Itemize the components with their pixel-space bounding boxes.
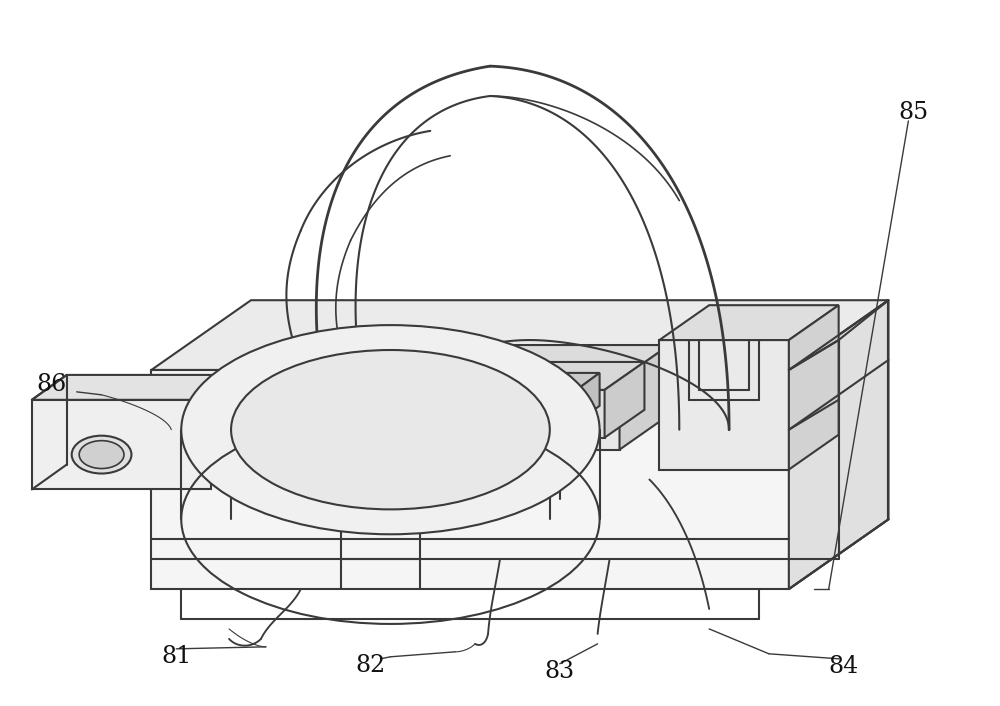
Text: 82: 82 bbox=[355, 654, 386, 677]
Polygon shape bbox=[570, 373, 600, 428]
Polygon shape bbox=[430, 345, 669, 380]
Polygon shape bbox=[605, 362, 644, 438]
Text: 83: 83 bbox=[545, 660, 575, 683]
Ellipse shape bbox=[231, 350, 550, 510]
Text: 85: 85 bbox=[898, 102, 928, 124]
Ellipse shape bbox=[181, 325, 600, 534]
Text: 81: 81 bbox=[161, 645, 191, 669]
Text: 86: 86 bbox=[37, 373, 67, 396]
Polygon shape bbox=[151, 300, 888, 370]
Polygon shape bbox=[430, 380, 620, 450]
Polygon shape bbox=[151, 370, 789, 589]
Text: 84: 84 bbox=[829, 655, 859, 678]
Polygon shape bbox=[789, 305, 839, 469]
Polygon shape bbox=[620, 345, 669, 450]
Polygon shape bbox=[659, 340, 789, 469]
Polygon shape bbox=[32, 375, 246, 400]
Ellipse shape bbox=[72, 436, 131, 474]
Polygon shape bbox=[455, 362, 644, 390]
Polygon shape bbox=[455, 390, 605, 438]
Polygon shape bbox=[32, 400, 211, 489]
Polygon shape bbox=[475, 395, 570, 428]
Ellipse shape bbox=[79, 441, 124, 469]
Polygon shape bbox=[789, 300, 888, 589]
Polygon shape bbox=[475, 373, 600, 395]
Polygon shape bbox=[659, 305, 839, 340]
